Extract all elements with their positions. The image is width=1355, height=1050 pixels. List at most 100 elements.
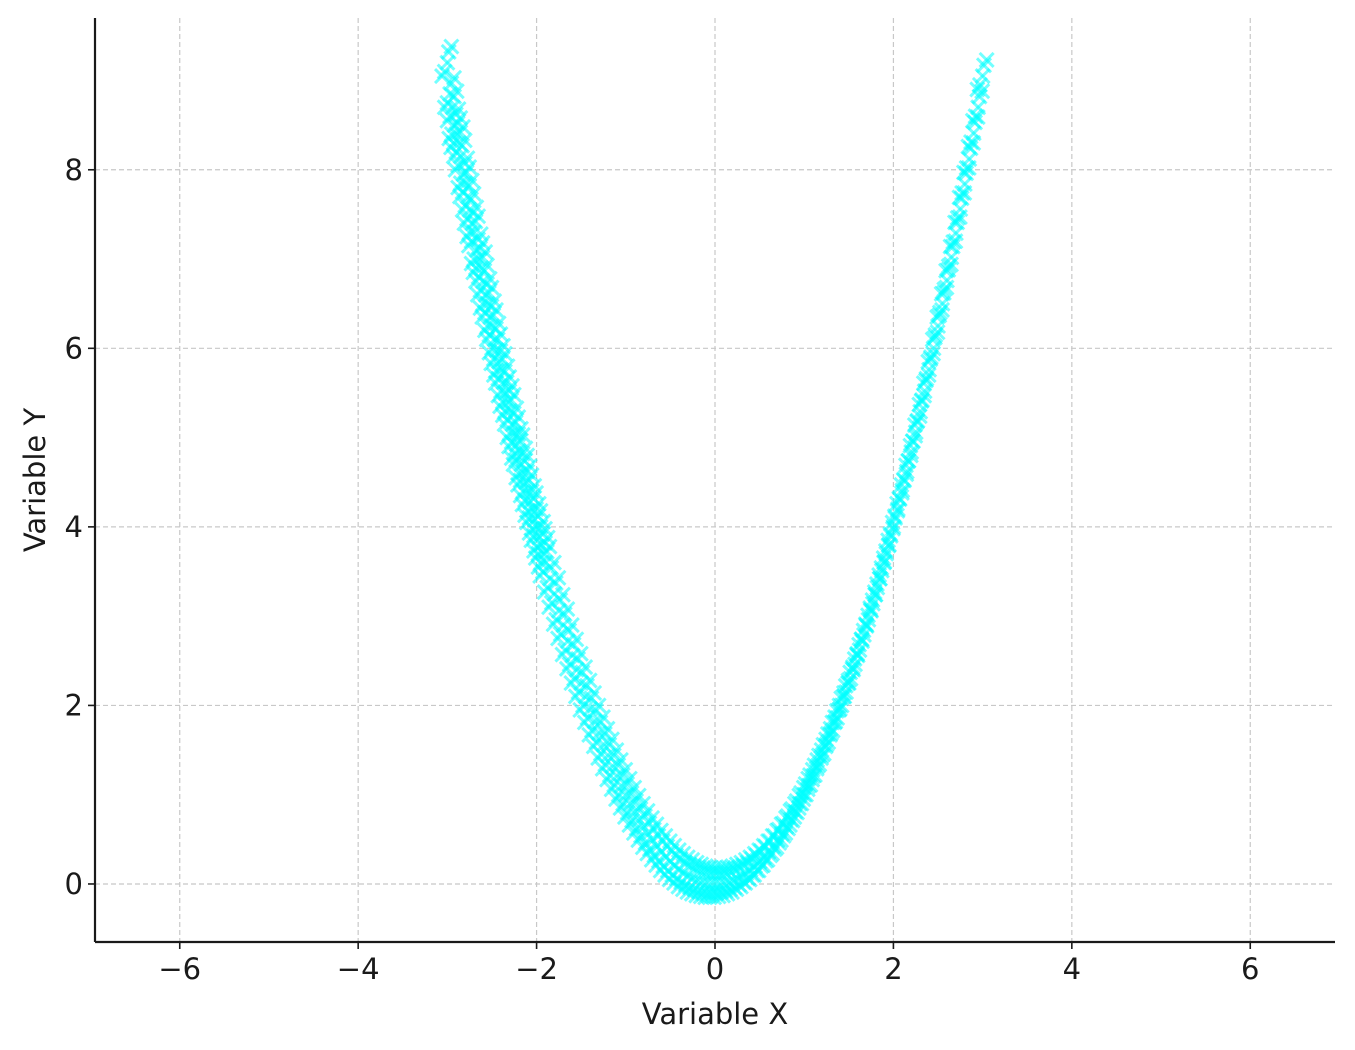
data-point: [443, 38, 460, 55]
data-point: [844, 660, 861, 677]
data-point: [554, 586, 571, 603]
y-tick-label: 4: [65, 510, 83, 544]
data-point: [630, 787, 647, 804]
data-point: [448, 83, 465, 100]
y-axis-label: Variable Y: [18, 408, 52, 553]
data-point: [536, 520, 554, 537]
data-point: [817, 738, 834, 755]
data-point: [804, 771, 821, 788]
data-point: [549, 630, 567, 647]
data-point: [880, 532, 897, 549]
data-point: [946, 214, 964, 231]
data-points: [433, 38, 995, 906]
data-point: [808, 760, 825, 777]
data-point: [866, 583, 883, 601]
data-point: [612, 800, 629, 817]
x-axis-label: Variable X: [642, 997, 789, 1031]
data-point: [496, 345, 513, 362]
data-point: [964, 112, 981, 129]
data-point: [822, 726, 839, 743]
data-point: [937, 262, 955, 279]
data-point: [577, 658, 594, 676]
data-point: [875, 550, 892, 567]
data-point: [599, 720, 616, 737]
data-point: [474, 234, 491, 252]
data-point: [795, 791, 812, 808]
data-point: [501, 368, 518, 385]
data-point: [969, 81, 986, 98]
data-point: [541, 599, 558, 616]
data-point: [594, 708, 612, 726]
data-point: [924, 331, 941, 348]
x-tick-label: 2: [884, 952, 902, 986]
x-tick-label: 6: [1241, 952, 1259, 986]
data-point: [581, 672, 598, 689]
x-tick-label: 4: [1063, 952, 1081, 986]
data-point: [897, 457, 914, 474]
data-point: [612, 751, 629, 768]
data-point: [942, 238, 959, 255]
data-point: [568, 631, 585, 648]
data-point: [781, 816, 798, 834]
data-point: [572, 645, 589, 662]
y-tick-label: 0: [65, 867, 83, 901]
data-point: [465, 185, 482, 202]
data-point: [768, 839, 785, 856]
data-point: [893, 476, 910, 493]
data-point: [826, 714, 843, 731]
data-point: [454, 118, 472, 135]
data-point: [477, 243, 494, 260]
data-point: [617, 761, 634, 778]
x-tick-label: −2: [515, 952, 558, 986]
data-point: [911, 396, 928, 413]
data-point: [929, 309, 946, 326]
data-point: [541, 538, 558, 555]
data-point: [978, 51, 995, 69]
data-point: [916, 387, 933, 404]
data-point: [452, 109, 469, 127]
data-point: [603, 731, 621, 748]
data-point: [559, 600, 576, 618]
data-point: [639, 802, 656, 819]
data-point: [906, 417, 923, 434]
x-tick-label: 0: [706, 952, 724, 986]
data-point: [626, 779, 643, 796]
data-point: [777, 825, 794, 842]
data-point: [608, 741, 625, 759]
data-point: [884, 514, 901, 531]
data-point: [446, 69, 463, 86]
data-point: [955, 164, 972, 181]
data-point: [463, 172, 480, 189]
grid-lines: [95, 18, 1335, 942]
data-point: [848, 646, 865, 663]
data-point: [470, 208, 487, 225]
x-tick-label: −6: [158, 952, 201, 986]
data-point: [920, 353, 937, 370]
data-point: [853, 631, 870, 648]
data-point: [545, 554, 563, 571]
data-point: [607, 791, 625, 808]
data-point: [514, 426, 531, 443]
data-point: [839, 675, 856, 692]
y-tick-label: 8: [65, 153, 83, 187]
data-point: [483, 279, 500, 296]
data-point: [590, 697, 607, 714]
x-tick-label: −4: [337, 952, 380, 986]
data-point: [960, 138, 977, 155]
y-ticks: 0 2 4 6 8: [65, 153, 95, 901]
y-tick-label: 6: [65, 331, 83, 365]
data-point: [902, 437, 919, 454]
data-point: [479, 257, 496, 274]
data-point: [951, 189, 968, 206]
data-point: [862, 600, 879, 617]
data-point: [621, 770, 638, 787]
data-point: [871, 567, 888, 584]
data-point: [445, 148, 462, 165]
data-point: [857, 616, 874, 633]
data-point: [888, 495, 906, 512]
data-point: [835, 688, 852, 705]
data-point: [635, 795, 652, 812]
data-point: [786, 808, 803, 826]
data-point: [487, 301, 505, 318]
